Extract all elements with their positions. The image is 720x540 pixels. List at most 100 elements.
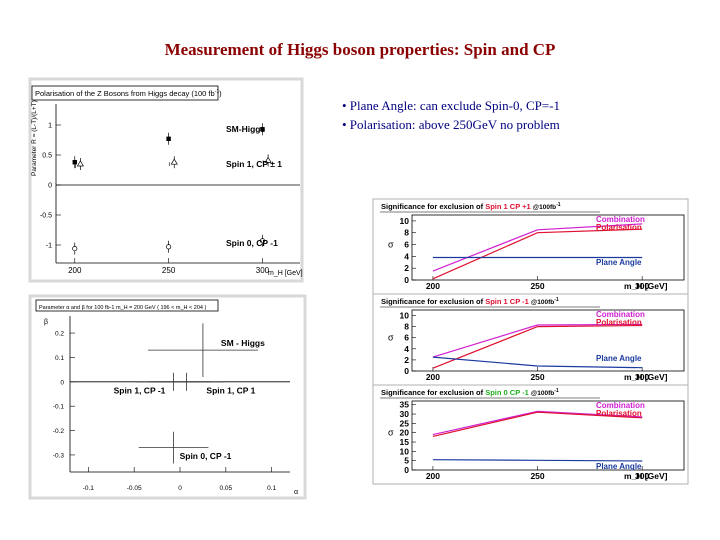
sig-series-line (432, 324, 643, 369)
slide-title: Measurement of Higgs boson properties: S… (164, 40, 556, 59)
chart1-y-tick-label: 0 (48, 183, 52, 190)
sig-y-tick-label: 30 (400, 409, 410, 419)
chart2-x-tick-label: 0.05 (220, 485, 233, 492)
sig-y-tick-label: 0 (404, 465, 409, 475)
sig-x-tick-label: 200 (426, 471, 440, 481)
sig-ylabel: σ (388, 333, 394, 343)
sig-y-tick-label: 10 (400, 216, 410, 226)
sig-legend-label: Polarisation (596, 223, 642, 232)
sig-series-line (432, 459, 643, 462)
sig-y-tick-label: 35 (400, 400, 410, 410)
bullet-list: • Plane Angle: can exclude Spin-0, CP=-1… (342, 96, 560, 134)
sig-x-tick-label: 300 (635, 372, 649, 382)
sig-legend-label: Plane Angle (596, 258, 642, 267)
chart2-y-tick-label: 0.1 (55, 355, 64, 362)
chart1-point-spin0 (259, 238, 266, 244)
sig-y-tick-label: 6 (404, 333, 409, 343)
chart1-x-tick-label: 300 (256, 266, 270, 275)
chart2-label: Spin 1, CP -1 (114, 385, 166, 395)
chart1-y-tick-label: -1 (46, 243, 52, 250)
sig-y-tick-label: 8 (404, 322, 409, 332)
sig-y-tick-label: 10 (400, 311, 410, 321)
chart2-title-box (35, 299, 219, 312)
sig-legend-label: Polarisation (596, 409, 642, 418)
sig-ylabel: σ (388, 240, 394, 250)
chart1-y-tick-label: 1 (48, 123, 52, 130)
chart-alpha-beta: Parameter α and β for 100 fb-1 m_H = 200… (28, 294, 307, 500)
sig-y-tick-label: 6 (404, 240, 409, 250)
chart2-x-tick-label: 0 (178, 485, 182, 492)
chart2-xlabel: α (294, 489, 298, 496)
sig-x-tick-label: 300 (635, 281, 649, 291)
sig-title: Significance for exclusion of Spin 1 CP … (381, 202, 561, 211)
bullet-polarisation: • Polarisation: above 250GeV no problem (342, 117, 560, 132)
chart1-point-spin1 (170, 158, 178, 165)
sig-legend-label: Combination (596, 401, 645, 410)
chart1-xlabel: m_H [GeV] (268, 270, 303, 277)
chart1-point-sm-higgs (260, 127, 265, 132)
sig-series-line (432, 410, 643, 436)
chart1-point-sm-higgs (166, 136, 171, 141)
chart2-label: Spin 0, CP -1 (180, 451, 232, 461)
sig-legend-label: Combination (596, 215, 645, 224)
sig-series-line (432, 411, 643, 437)
chart2-y-tick-label: 0 (60, 379, 64, 386)
sig-legend-label: Plane Angle (596, 462, 642, 471)
chart1-legend-label: Spin 0, CP -1 (226, 238, 278, 248)
chart-significance-spin1-cpminus: Significance for exclusion of Spin 1 CP … (372, 293, 689, 386)
sig-y-tick-label: 10 (400, 446, 410, 456)
sig-frame (411, 214, 685, 281)
sig-y-tick-label: 4 (404, 251, 409, 261)
sig-xlabel: m_H [GeV] (624, 372, 668, 382)
chart1-x-tick-label: 250 (162, 266, 176, 275)
chart1-title-box (31, 85, 219, 101)
sig-series-line (432, 356, 643, 369)
sig-xlabel: m_H [GeV] (624, 471, 668, 481)
sig-x-tick-label: 250 (530, 281, 544, 291)
sig-y-tick-label: 8 (404, 228, 409, 238)
sig-y-tick-label: 15 (400, 437, 410, 447)
chart1-point-spin1 (264, 156, 272, 163)
sig-title: Significance for exclusion of Spin 1 CP … (381, 297, 559, 306)
chart2-x-tick-label: 0.1 (267, 485, 276, 492)
chart2-title: Parameter α and β for 100 fb-1 m_H = 200… (39, 305, 206, 311)
sig-x-tick-label: 250 (530, 471, 544, 481)
chart2-label: Spin 1, CP 1 (206, 385, 255, 395)
sig-y-tick-label: 0 (404, 275, 409, 285)
sig-y-tick-label: 5 (404, 456, 409, 466)
sig-x-tick-label: 250 (530, 372, 544, 382)
chart2-y-tick-label: -0.2 (53, 428, 65, 435)
chart1-point-spin1 (76, 160, 85, 167)
sig-y-tick-label: 25 (400, 418, 410, 428)
chart1-ylabel: Parameter R = (L-T)/(L+T) (31, 100, 38, 176)
sig-legend-label: Combination (596, 310, 645, 319)
chart1-legend-label: Spin 1, CP ± 1 (226, 159, 282, 169)
chart1-y-tick-label: 0.5 (42, 153, 52, 160)
sig-y-tick-label: 0 (404, 366, 409, 376)
sig-title: Significance for exclusion of Spin 0 CP … (381, 388, 559, 397)
chart2-label: SM - Higgs (221, 338, 265, 348)
bullet-plane-angle: • Plane Angle: can exclude Spin-0, CP=-1 (342, 98, 561, 113)
sig-ylabel: σ (388, 428, 394, 438)
chart2-y-tick-label: -0.1 (53, 404, 65, 411)
chart1-point-sm-higgs (72, 160, 77, 165)
chart2-y-tick-label: -0.3 (53, 452, 65, 459)
chart1-point-spin0 (72, 246, 78, 252)
chart2-x-tick-label: -0.1 (83, 485, 95, 492)
chart-polarisation: Polarisation of the Z Bosons from Higgs … (28, 77, 304, 283)
sig-frame (411, 400, 685, 471)
chart1-y-tick-label: -0.5 (40, 213, 52, 220)
chart-significance-spin0-cpminus: Significance for exclusion of Spin 0 CP … (372, 384, 689, 485)
sig-y-tick-label: 2 (404, 355, 409, 365)
sig-legend-label: Plane Angle (596, 354, 642, 363)
sig-legend-label: Polarisation (596, 318, 642, 327)
sig-x-tick-label: 200 (426, 372, 440, 382)
sig-series-line (432, 228, 643, 280)
chart2-x-tick-label: -0.05 (127, 485, 142, 492)
sig-xlabel: m_H [GeV] (624, 281, 668, 291)
chart1-title: Polarisation of the Z Bosons from Higgs … (35, 89, 222, 98)
chart1-point-spin0 (166, 244, 172, 250)
chart2-y-tick-label: 0.2 (55, 331, 64, 338)
sig-y-tick-label: 2 (404, 263, 409, 273)
